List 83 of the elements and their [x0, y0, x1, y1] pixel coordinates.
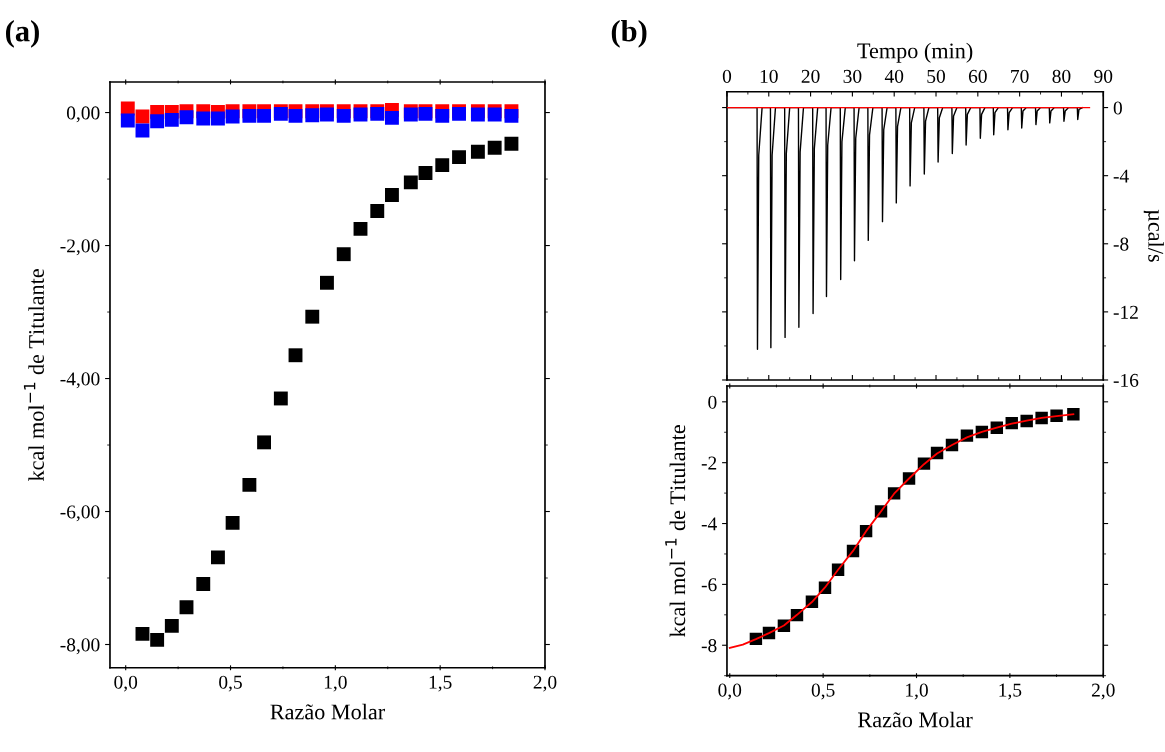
- y-axis-title: kcal mol$^{−1}$ de Titulante: [23, 269, 44, 482]
- x-tick-label: 10: [760, 69, 778, 83]
- point: [452, 150, 466, 165]
- point: [435, 158, 450, 173]
- point: [385, 110, 399, 125]
- point: [435, 108, 450, 123]
- point: [305, 309, 320, 324]
- point: [196, 577, 211, 591]
- point: [487, 140, 502, 155]
- x-tick-label: 70: [1011, 69, 1029, 83]
- point: [288, 108, 303, 123]
- point: [225, 109, 240, 124]
- x-tick-label: 80: [1052, 69, 1071, 83]
- point: [305, 108, 320, 123]
- point: [242, 108, 257, 123]
- x-tick-label: 0,5: [219, 675, 242, 692]
- x-tick-label: 1,5: [999, 683, 1022, 700]
- y-tick-label: -6: [701, 578, 717, 592]
- x-axis-title: Razão Molar: [858, 711, 973, 728]
- point: [288, 348, 303, 363]
- y-tick-label: -6,00: [60, 505, 100, 522]
- point: [196, 111, 211, 126]
- point: [370, 204, 385, 218]
- point: [273, 391, 288, 406]
- x-tick-label: 1,5: [429, 675, 452, 692]
- point: [257, 108, 272, 123]
- x-tick-label: 20: [801, 69, 820, 83]
- y-tick-label: -2: [701, 456, 717, 470]
- x-tick-label: 0,0: [114, 675, 138, 692]
- y-tick-label: -12: [1113, 305, 1138, 319]
- y-tick-label: -4,00: [60, 372, 100, 389]
- point: [504, 108, 519, 123]
- x-tick-label: 60: [968, 69, 987, 83]
- x-tick-label: 1,0: [906, 683, 928, 700]
- point: [120, 113, 135, 128]
- y-tick-label: -4: [701, 517, 717, 531]
- point: [470, 144, 485, 159]
- y-tick-label: -4: [1113, 169, 1129, 183]
- point: [135, 626, 150, 641]
- point: [385, 188, 399, 202]
- point: [1067, 408, 1080, 421]
- point: [179, 110, 194, 125]
- y-tick-label: -16: [1113, 373, 1139, 387]
- x-axis-title: Tempo (min): [857, 42, 973, 63]
- point: [403, 175, 418, 190]
- point: [225, 515, 240, 530]
- chart-title: (b): [611, 19, 647, 48]
- point: [504, 136, 519, 151]
- y-tick-label: 0,00: [66, 106, 100, 123]
- y-axis-title: kcal mol$^{−1}$ de Titulante: [665, 425, 686, 638]
- x-tick-label: 1,0: [324, 675, 347, 692]
- y-tick-label: 0: [1113, 101, 1122, 115]
- y-tick-label: -8: [1113, 237, 1129, 251]
- point: [164, 618, 179, 633]
- point: [320, 275, 334, 290]
- x-tick-label: 50: [927, 69, 945, 83]
- point: [418, 166, 433, 181]
- point: [211, 111, 225, 126]
- point: [257, 435, 272, 450]
- point: [211, 550, 225, 565]
- y-tick-label: 0: [708, 395, 717, 409]
- x-tick-label: 30: [843, 69, 862, 83]
- point: [179, 600, 194, 615]
- point: [164, 112, 179, 127]
- point: [336, 108, 351, 123]
- x-tick-label: 0: [722, 69, 732, 83]
- point: [150, 632, 165, 647]
- y-tick-label: -8: [701, 639, 717, 653]
- point: [242, 477, 257, 492]
- x-tick-label: 2,0: [1091, 683, 1115, 700]
- y-axis-title: µcal/s: [1143, 209, 1164, 262]
- x-tick-label: 2,0: [533, 675, 557, 692]
- point: [336, 247, 351, 262]
- chart-title: (a): [6, 19, 39, 48]
- x-tick-label: 40: [884, 69, 904, 83]
- x-tick-label: 0,0: [718, 683, 742, 700]
- x-tick-label: 90: [1094, 69, 1113, 83]
- x-tick-label: 0,5: [811, 683, 835, 700]
- y-tick-label: -2,00: [60, 239, 100, 256]
- point: [353, 221, 368, 236]
- x-axis-title: Razão Molar: [270, 703, 385, 720]
- y-tick-label: -8,00: [60, 638, 100, 655]
- point: [150, 114, 165, 129]
